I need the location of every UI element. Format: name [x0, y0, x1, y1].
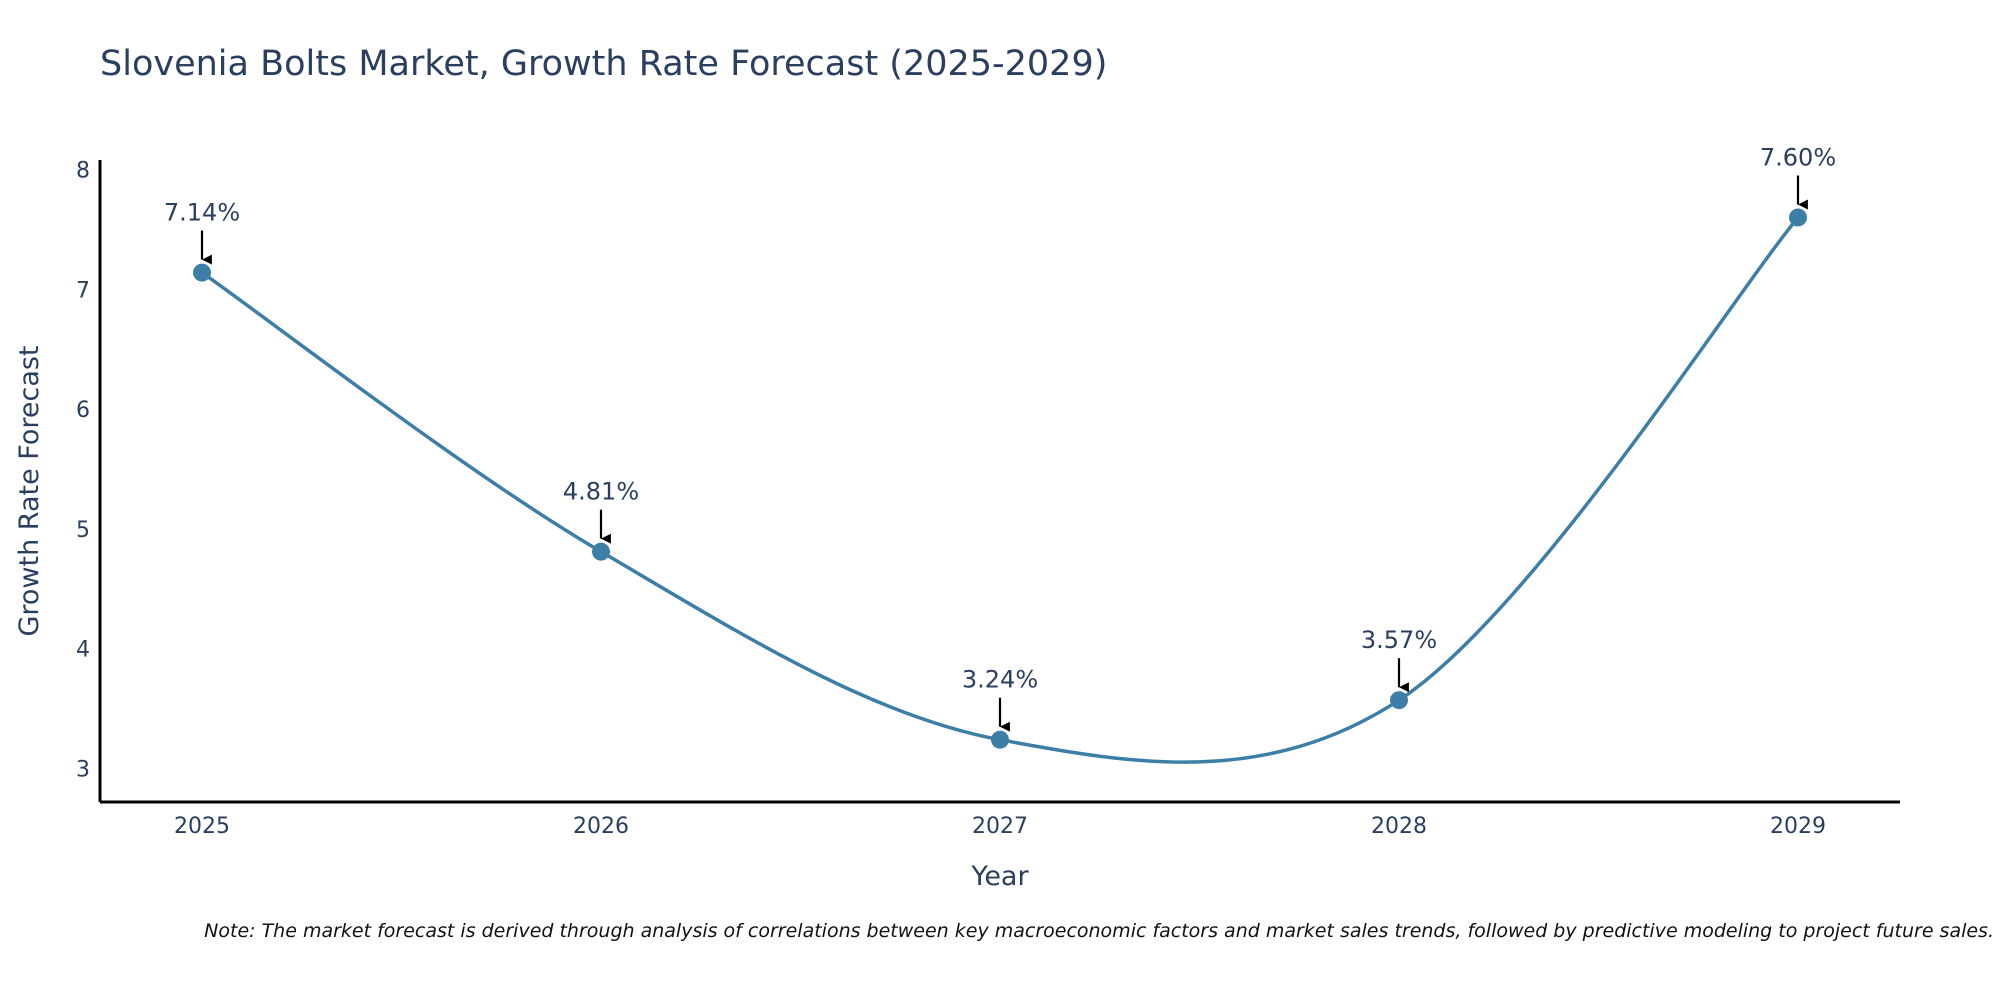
x-tick-label: 2028	[1371, 814, 1427, 839]
data-point-2025[interactable]	[193, 263, 211, 282]
data-point-2029[interactable]	[1789, 208, 1807, 227]
y-tick-label: 5	[76, 518, 90, 543]
data-point-2027[interactable]	[991, 730, 1009, 749]
x-tick-label: 2029	[1770, 814, 1826, 839]
chart-note: Note: The market forecast is derived thr…	[204, 920, 1994, 942]
chart-title: Slovenia Bolts Market, Growth Rate Forec…	[100, 44, 1108, 84]
data-label-2025: 7.14%	[164, 199, 240, 227]
annotations-group: 7.14% 4.81% 3.24% 3.57% 7.60%	[164, 143, 1836, 732]
y-tick-label: 3	[76, 757, 90, 782]
data-point-2026[interactable]	[592, 542, 610, 561]
y-tick-label: 7	[76, 278, 90, 303]
y-tick-label: 6	[76, 398, 90, 423]
markers-group	[193, 208, 1807, 749]
y-axis-title: Growth Rate Forecast	[14, 345, 45, 636]
x-axis-title: Year	[970, 861, 1029, 892]
y-tick-label: 8	[76, 159, 90, 184]
data-label-2029: 7.60%	[1760, 143, 1836, 171]
axes: 3 4 5 6 7 8 2025 2026 2027 2028 2029 Year Growth Rat…	[14, 159, 1900, 892]
data-label-2027: 3.24%	[962, 666, 1038, 694]
data-point-2028[interactable]	[1390, 691, 1408, 710]
data-label-2028: 3.57%	[1361, 626, 1437, 654]
x-tick-label: 2026	[573, 814, 629, 839]
y-tick-label: 4	[76, 638, 90, 663]
x-tick-label: 2027	[972, 814, 1028, 839]
x-tick-label: 2025	[174, 814, 230, 839]
data-label-2026: 4.81%	[563, 478, 639, 506]
